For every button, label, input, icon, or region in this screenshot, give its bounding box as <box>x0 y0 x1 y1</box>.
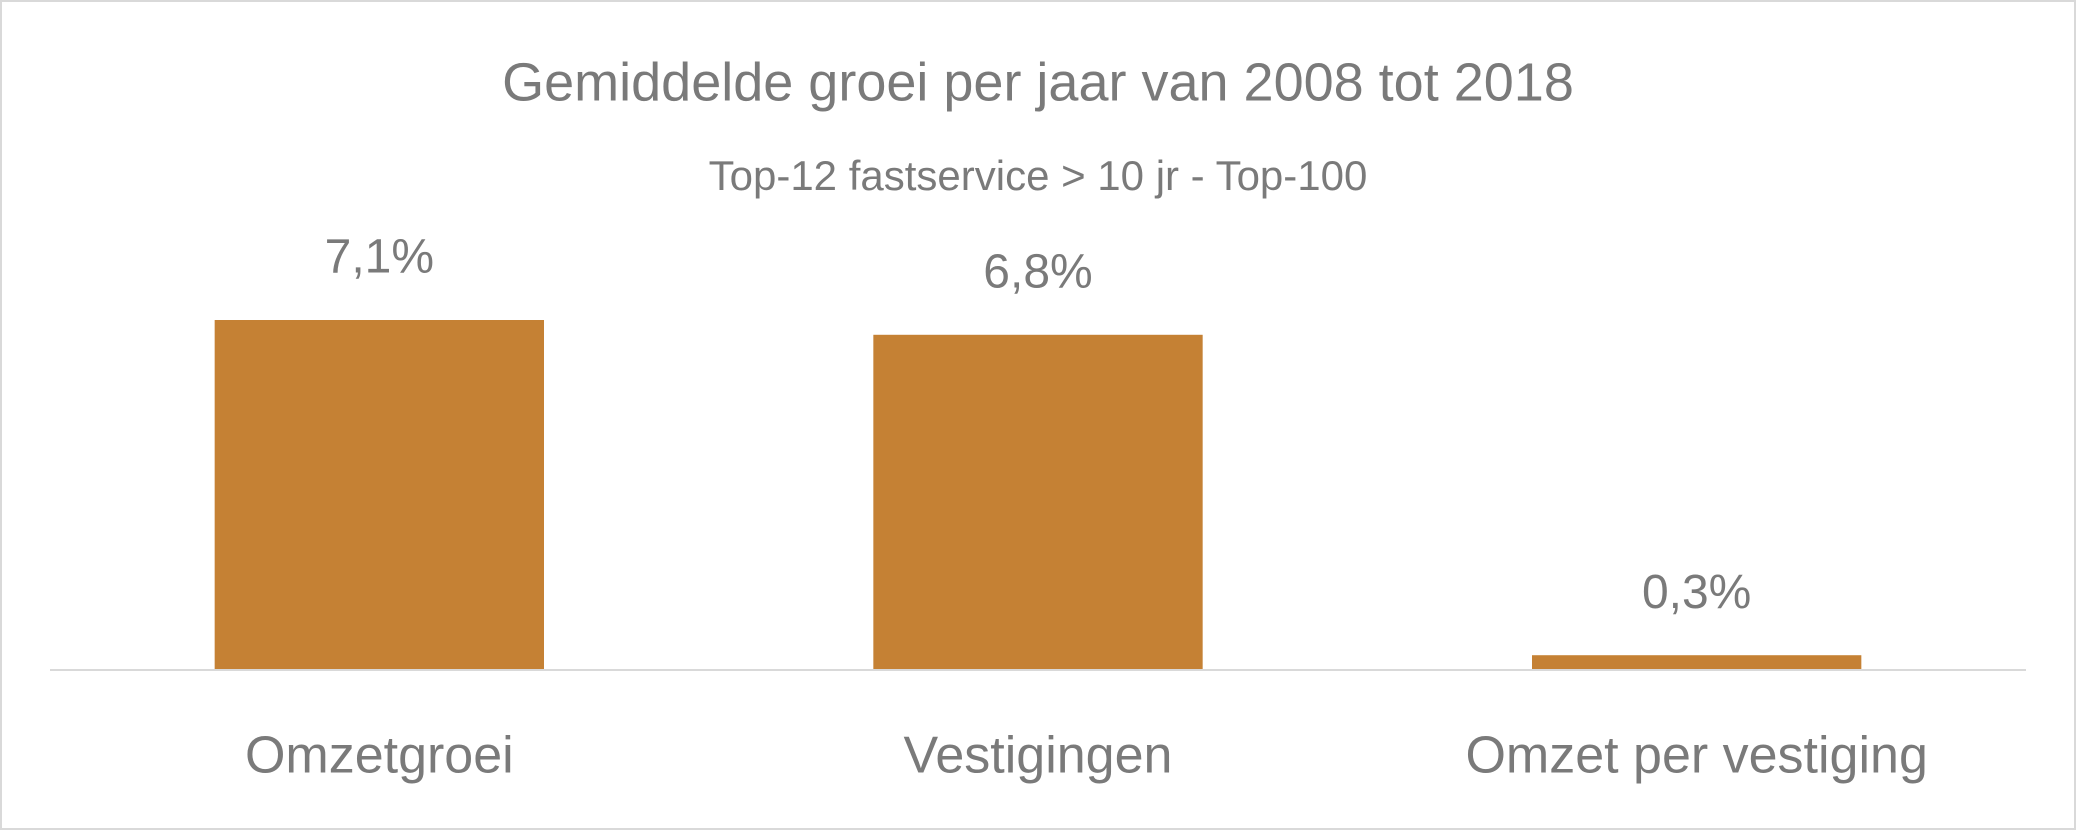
chart-subtitle: Top-12 fastservice > 10 jr - Top-100 <box>709 152 1368 199</box>
value-label: 6,8% <box>983 245 1092 298</box>
x-tick-label: Omzetgroei <box>245 727 514 785</box>
bar <box>214 320 544 670</box>
bar <box>1532 655 1862 670</box>
value-label: 7,1% <box>325 231 434 284</box>
x-tick-label: Omzet per vestiging <box>1465 727 1927 785</box>
value-label: 0,3% <box>1642 566 1751 619</box>
x-tick-label: Vestigingen <box>904 727 1173 785</box>
chart-title: Gemiddelde groei per jaar van 2008 tot 2… <box>502 52 1574 112</box>
bar <box>873 334 1203 670</box>
